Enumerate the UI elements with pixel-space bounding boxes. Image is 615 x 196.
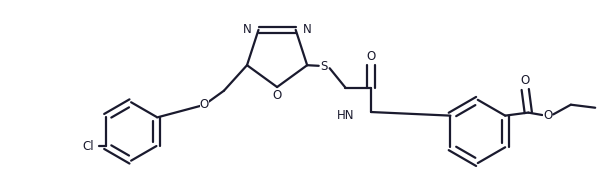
Text: Cl: Cl: [82, 140, 93, 152]
Text: O: O: [521, 74, 530, 87]
Text: O: O: [200, 98, 209, 111]
Text: O: O: [543, 109, 552, 122]
Text: HN: HN: [336, 109, 354, 122]
Text: S: S: [320, 60, 328, 73]
Text: O: O: [367, 50, 376, 63]
Text: N: N: [303, 23, 312, 36]
Text: N: N: [242, 23, 251, 36]
Text: O: O: [272, 89, 282, 102]
